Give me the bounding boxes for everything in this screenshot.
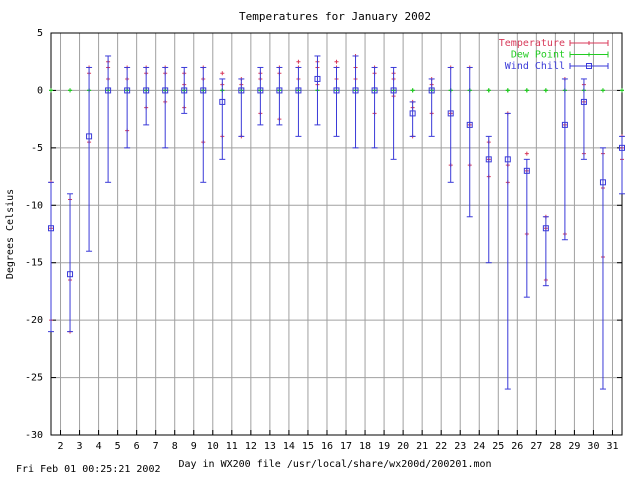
series-wind-chill xyxy=(48,55,625,390)
x-tick-label: 31 xyxy=(606,441,618,452)
dew-point-min-point xyxy=(68,88,73,93)
wind-chill-mean-point xyxy=(86,133,93,140)
wind-chill-mean-point xyxy=(504,156,511,163)
x-tick-label: 22 xyxy=(435,441,447,452)
y-tick-label: -10 xyxy=(25,200,43,211)
wind-chill-mean-point xyxy=(580,98,587,105)
wind-chill-mean-point xyxy=(599,179,606,186)
x-tick-label: 16 xyxy=(321,441,333,452)
y-tick-label: -15 xyxy=(25,258,43,269)
wind-chill-mean-point xyxy=(447,110,454,117)
x-tick-label: 10 xyxy=(207,441,219,452)
wind-chill-mean-point xyxy=(105,87,112,94)
y-tick-label: 0 xyxy=(37,85,43,96)
dew-point-min-point xyxy=(486,88,491,93)
chart-title: Temperatures for January 2002 xyxy=(239,10,431,23)
wind-chill-mean-point xyxy=(295,87,302,94)
wind-chill-mean-point xyxy=(523,167,530,174)
legend-label-wind-chill: Wind Chill xyxy=(505,61,565,72)
wind-chill-mean-point xyxy=(485,156,492,163)
wind-chill-mean-point xyxy=(409,110,416,117)
legend-label-dew-point: Dew Point xyxy=(511,50,565,61)
x-tick-label: 12 xyxy=(245,441,257,452)
x-tick-label: 5 xyxy=(115,441,121,452)
x-tick-label: 24 xyxy=(473,441,485,452)
y-axis-label: Degrees Celsius xyxy=(5,189,16,279)
wind-chill-mean-point xyxy=(181,87,188,94)
dew-point-min-point xyxy=(505,88,510,93)
y-tick-label: -30 xyxy=(25,430,43,441)
temperature-max-point xyxy=(334,59,339,64)
x-tick-label: 28 xyxy=(549,441,561,452)
x-tick-label: 25 xyxy=(492,441,504,452)
dew-point-min-point xyxy=(524,88,529,93)
x-tick-label: 2 xyxy=(58,441,64,452)
dew-point-min-point xyxy=(410,88,415,93)
legend-marker-dew-point xyxy=(587,52,591,57)
y-tick-label: 5 xyxy=(37,28,43,39)
x-axis-ticks: 2 3 4 5 6 7 8 9 10 11 12 13 14 15 16 17 18 19 20 21 22 23 24 25… xyxy=(58,430,619,452)
dew-point-min-point xyxy=(543,88,548,93)
x-tick-label: 8 xyxy=(172,441,178,452)
wind-chill-mean-point xyxy=(390,87,397,94)
data-marks xyxy=(48,53,625,390)
wind-chill-mean-point xyxy=(124,87,131,94)
x-tick-label: 9 xyxy=(191,441,197,452)
x-tick-label: 29 xyxy=(568,441,580,452)
legend-marker-temperature xyxy=(587,41,591,45)
wind-chill-mean-point xyxy=(48,225,54,232)
x-tick-label: 18 xyxy=(359,441,371,452)
wind-chill-mean-point xyxy=(333,87,340,94)
dew-point-min-point xyxy=(620,88,624,93)
wind-chill-mean-point xyxy=(314,75,321,82)
dew-point-min-point xyxy=(49,88,53,93)
y-tick-label: -25 xyxy=(25,373,43,384)
wind-chill-mean-point xyxy=(561,121,568,128)
wind-chill-mean-point xyxy=(276,87,283,94)
y-axis-ticks: 5 0 -5 -10 -15 -20 -25 -30 xyxy=(25,28,622,441)
x-tick-label: 3 xyxy=(77,441,83,452)
wind-chill-mean-point xyxy=(200,87,207,94)
wind-chill-mean-point xyxy=(619,144,625,151)
x-tick-label: 23 xyxy=(454,441,466,452)
x-tick-label: 15 xyxy=(302,441,314,452)
wind-chill-mean-point xyxy=(257,87,264,94)
x-tick-label: 4 xyxy=(96,441,102,452)
x-axis-label: Day in WX200 file /usr/local/share/wx200… xyxy=(178,459,491,470)
x-tick-label: 6 xyxy=(134,441,140,452)
x-tick-label: 13 xyxy=(264,441,276,452)
legend-marker-wind-chill xyxy=(586,63,592,69)
wind-chill-mean-point xyxy=(371,87,378,94)
wind-chill-mean-point xyxy=(428,87,435,94)
wind-chill-mean-point xyxy=(466,121,473,128)
x-tick-label: 20 xyxy=(397,441,409,452)
wind-chill-mean-point xyxy=(67,271,74,278)
temperature-max-point xyxy=(296,59,301,64)
x-tick-label: 17 xyxy=(340,441,352,452)
x-tick-label: 30 xyxy=(587,441,599,452)
temperature-max-point xyxy=(220,71,225,76)
grid xyxy=(51,32,622,436)
x-tick-label: 7 xyxy=(153,441,159,452)
wind-chill-mean-point xyxy=(162,87,169,94)
x-tick-label: 14 xyxy=(283,441,295,452)
x-tick-label: 21 xyxy=(416,441,428,452)
legend-label-temperature: Temperature xyxy=(499,38,565,49)
dew-point-min-point xyxy=(600,88,605,93)
y-tick-label: -20 xyxy=(25,315,43,326)
wind-chill-mean-point xyxy=(219,98,226,105)
x-tick-label: 11 xyxy=(226,441,238,452)
x-tick-label: 19 xyxy=(378,441,390,452)
wind-chill-mean-point xyxy=(542,225,549,232)
wind-chill-mean-point xyxy=(352,87,359,94)
wind-chill-mean-point xyxy=(238,87,245,94)
x-tick-label: 26 xyxy=(511,441,523,452)
wind-chill-mean-point xyxy=(143,87,150,94)
temperature-max-point xyxy=(524,151,529,156)
y-tick-label: -5 xyxy=(31,143,43,154)
x-tick-label: 27 xyxy=(530,441,542,452)
timestamp-footer: Fri Feb 01 00:25:21 2002 xyxy=(16,464,161,475)
